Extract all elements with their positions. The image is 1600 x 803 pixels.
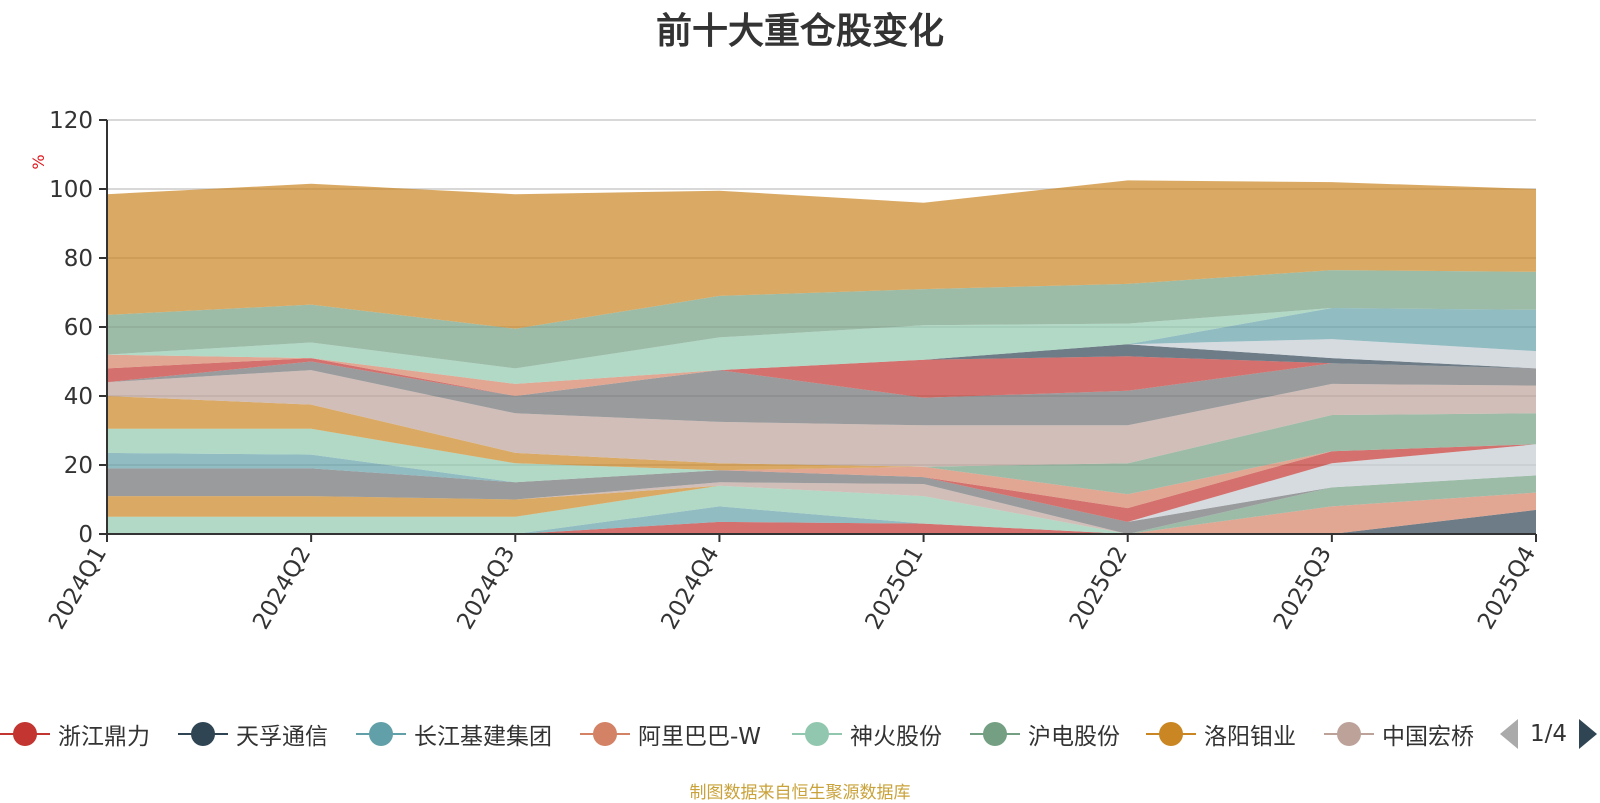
- legend-item[interactable]: 中国宏桥: [1324, 716, 1474, 752]
- legend-item[interactable]: 阿里巴巴-W: [580, 716, 761, 752]
- legend-next-arrow-icon[interactable]: [1579, 719, 1597, 749]
- legend-label: 沪电股份: [1028, 717, 1120, 751]
- legend-prev-arrow-icon[interactable]: [1500, 719, 1518, 749]
- x-tick-label: 2025Q4: [1473, 542, 1541, 634]
- area-series: [107, 180, 1536, 534]
- source-note: 制图数据来自恒生聚源数据库: [0, 778, 1600, 803]
- legend-marker-icon: [0, 716, 50, 752]
- legend-item[interactable]: 长江基建集团: [356, 716, 552, 752]
- x-tick-label: 2024Q1: [44, 542, 112, 634]
- legend-marker-icon: [1324, 716, 1374, 752]
- legend-pager: 1/4: [1500, 716, 1597, 752]
- y-tick-label: 120: [49, 108, 93, 134]
- legend-marker-icon: [792, 716, 842, 752]
- x-tick-label: 2024Q2: [248, 542, 316, 634]
- x-tick-label: 2025Q3: [1269, 542, 1337, 634]
- y-tick-label: 80: [64, 246, 93, 272]
- legend: 浙江鼎力 天孚通信 长江基建集团 阿里巴巴-W 神火股份 沪电股份 洛阳钼业 中国宏桥: [0, 716, 1600, 752]
- legend-marker-icon: [1146, 716, 1196, 752]
- y-tick-label: 100: [49, 177, 93, 203]
- x-tick-label: 2024Q3: [452, 542, 520, 634]
- legend-marker-icon: [970, 716, 1020, 752]
- y-tick-label: 20: [64, 453, 93, 479]
- y-axis-label: %: [29, 154, 48, 169]
- legend-item[interactable]: 洛阳钼业: [1146, 716, 1296, 752]
- legend-page-indicator: 1/4: [1530, 721, 1567, 747]
- y-tick-label: 60: [64, 315, 93, 341]
- legend-item[interactable]: 天孚通信: [178, 716, 328, 752]
- legend-label: 阿里巴巴-W: [638, 717, 761, 751]
- legend-marker-icon: [356, 716, 406, 752]
- x-tick-label: 2025Q1: [861, 542, 929, 634]
- legend-label: 浙江鼎力: [58, 717, 150, 751]
- legend-marker-icon: [580, 716, 630, 752]
- legend-item[interactable]: 浙江鼎力: [0, 716, 150, 752]
- x-tick-label: 2025Q2: [1065, 542, 1133, 634]
- legend-marker-icon: [178, 716, 228, 752]
- legend-label: 中国宏桥: [1382, 717, 1474, 751]
- legend-item[interactable]: 神火股份: [792, 716, 942, 752]
- x-tick-label: 2024Q4: [656, 542, 724, 634]
- legend-item[interactable]: 沪电股份: [970, 716, 1120, 752]
- y-tick-label: 40: [64, 384, 93, 410]
- legend-label: 长江基建集团: [414, 717, 552, 751]
- legend-label: 天孚通信: [236, 717, 328, 751]
- legend-label: 洛阳钼业: [1204, 717, 1296, 751]
- legend-label: 神火股份: [850, 717, 942, 751]
